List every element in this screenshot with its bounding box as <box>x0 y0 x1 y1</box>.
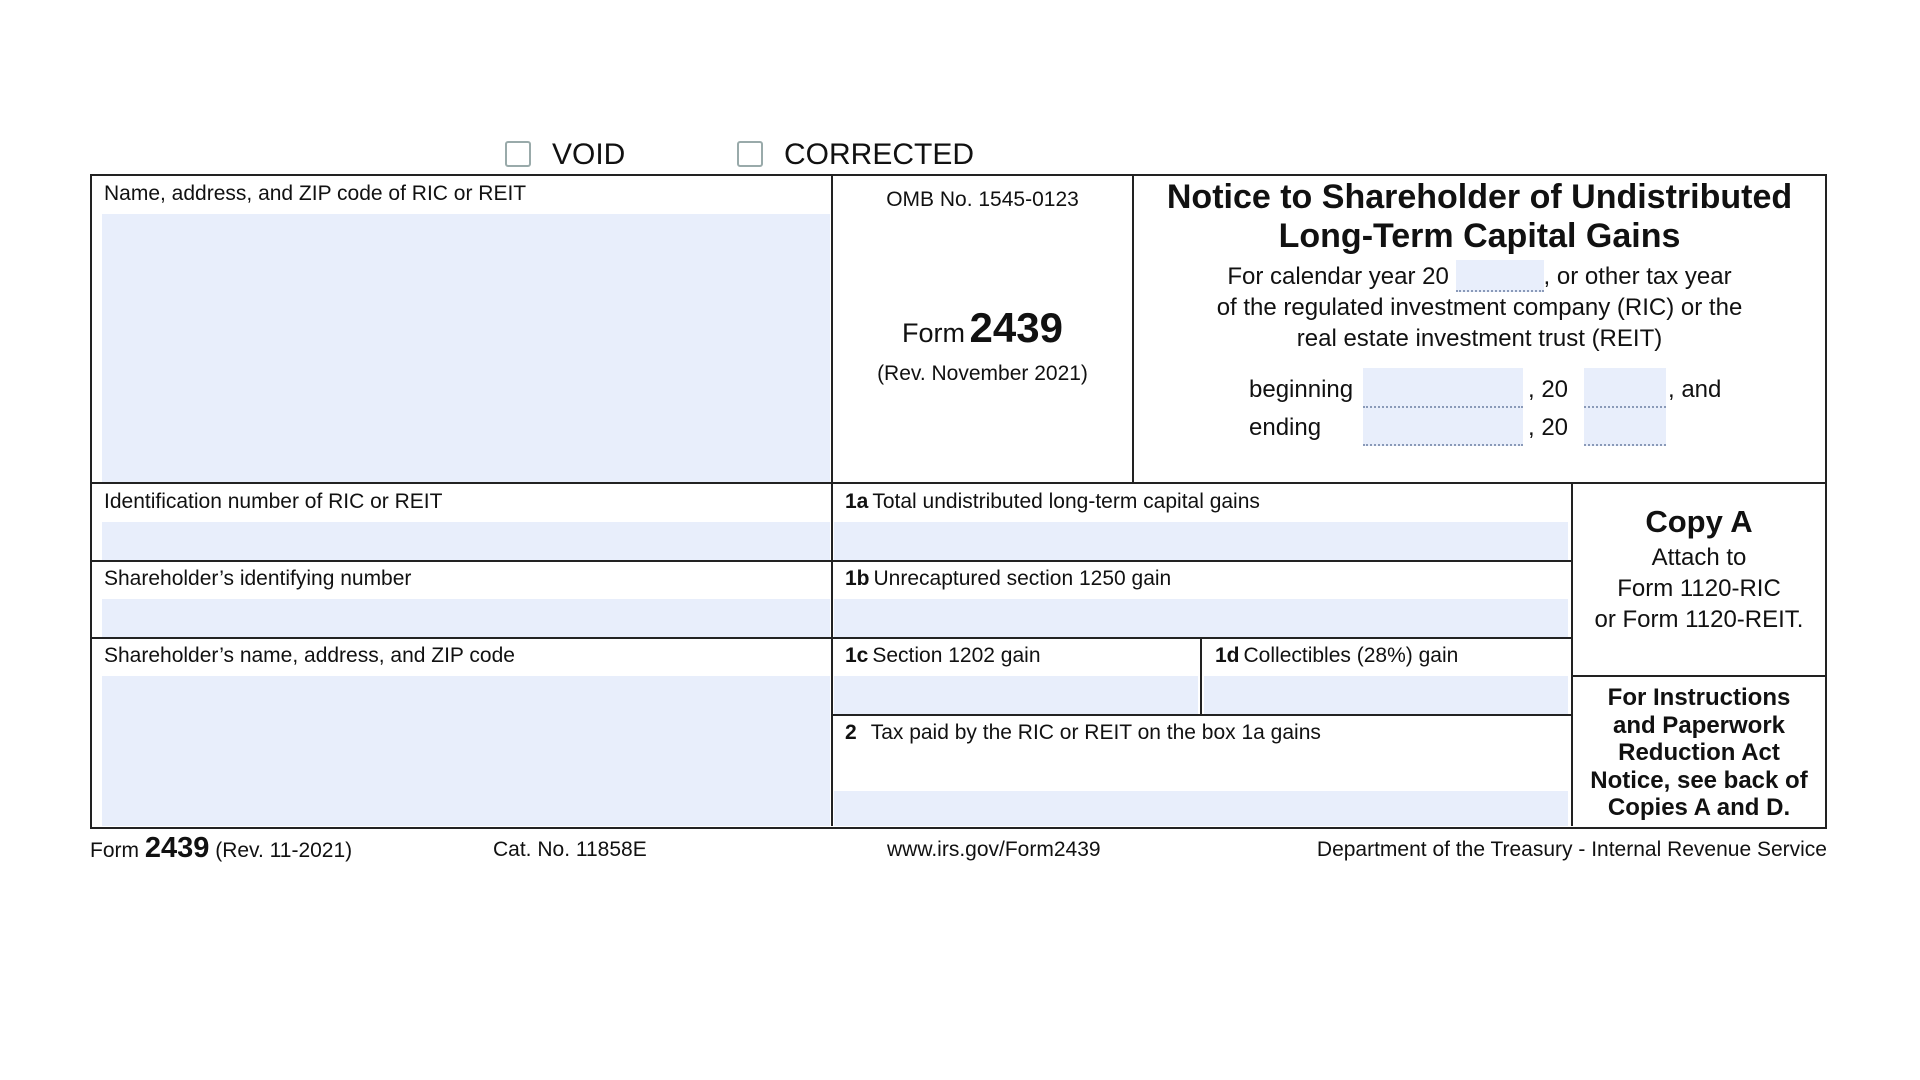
divider <box>92 560 1573 562</box>
text: For calendar year 20 <box>1227 263 1449 290</box>
payer-id-field[interactable] <box>102 522 830 560</box>
title-line: Notice to Shareholder of Undistributed <box>1166 178 1793 216</box>
box-2-label: 2 Tax paid by the RIC or REIT on the box … <box>845 721 1321 745</box>
divider <box>833 714 1573 716</box>
ending-label: ending <box>1249 414 1322 441</box>
text: Notice, see back of <box>1590 766 1808 794</box>
irs-url[interactable]: www.irs.gov/Form2439 <box>887 838 1101 861</box>
beginning-date-field[interactable] <box>1363 368 1523 408</box>
copy-title: Copy A <box>1645 504 1753 539</box>
footer-form-id: Form 2439 (Rev. 11-2021) <box>90 832 352 865</box>
text: (Rev. 11-2021) <box>215 839 353 862</box>
form-number: 2439 <box>969 304 1063 351</box>
box-number: 1c <box>845 644 869 667</box>
divider <box>1571 484 1573 826</box>
divider <box>1132 176 1134 484</box>
calendar-year-field[interactable] <box>1455 260 1544 292</box>
beginning-year-field[interactable] <box>1584 368 1666 408</box>
box-number: 1b <box>845 567 870 590</box>
box-1a-label: 1a Total undistributed long-term capital … <box>845 490 1260 514</box>
department: Department of the Treasury - Internal Re… <box>1316 838 1827 861</box>
ending-year-field[interactable] <box>1584 408 1666 446</box>
text: of the regulated investment company (RIC… <box>1216 294 1743 321</box>
shareholder-name-field[interactable] <box>102 676 830 826</box>
text: Copies A and D. <box>1607 794 1791 821</box>
copy-a-block: Copy A Attach to Form 1120-RIC or Form 1… <box>1573 502 1825 635</box>
text: , 20 <box>1528 376 1569 403</box>
text: , or other tax year <box>1543 263 1732 290</box>
payer-field[interactable] <box>102 214 830 482</box>
divider <box>831 176 833 826</box>
text: Attach to <box>1651 544 1747 571</box>
box-text: Collectibles (28%) gain <box>1243 644 1459 667</box>
corrected-checkbox[interactable] <box>737 141 763 167</box>
text: , and <box>1668 376 1722 403</box>
tax-year-text: For calendar year 20 , or other tax year… <box>1134 260 1825 354</box>
form-number: 2439 <box>144 832 210 864</box>
box-1b-field[interactable] <box>834 599 1568 637</box>
catalog-number: Cat. No. 11858E <box>493 838 647 861</box>
text: Form <box>90 839 139 862</box>
text: For Instructions <box>1607 684 1791 711</box>
divider <box>1200 639 1202 716</box>
box-text: Tax paid by the RIC or REIT on the box 1… <box>870 721 1321 744</box>
text: Reduction Act <box>1618 739 1780 766</box>
form-title: Notice to Shareholder of Undistributed L… <box>1134 178 1825 256</box>
box-number: 2 <box>845 721 857 744</box>
box-number: 1a <box>845 490 869 513</box>
payer-id-label: Identification number of RIC or REIT <box>104 490 443 513</box>
box-1d-field[interactable] <box>1204 676 1568 714</box>
shareholder-id-label: Shareholder’s identifying number <box>104 567 412 590</box>
divider <box>92 482 1825 484</box>
text: or Form 1120-REIT. <box>1594 606 1804 633</box>
box-1c-field[interactable] <box>834 676 1198 714</box>
corrected-label: CORRECTED <box>784 138 975 171</box>
divider <box>92 637 1573 639</box>
box-1c-label: 1c Section 1202 gain <box>845 644 1041 668</box>
ending-date-field[interactable] <box>1363 408 1523 446</box>
text: and Paperwork <box>1612 711 1786 739</box>
calendar-year-line: For calendar year 20 , or other tax year <box>1134 260 1825 292</box>
box-1b-label: 1b Unrecaptured section 1250 gain <box>845 567 1171 591</box>
divider <box>1571 675 1825 677</box>
revision: (Rev. November 2021) <box>877 362 1088 385</box>
form-word: Form <box>902 318 966 348</box>
box-1a-field[interactable] <box>834 522 1568 560</box>
instructions-block: For Instructions and Paperwork Reduction… <box>1573 684 1825 822</box>
form-2439: Name, address, and ZIP code of RIC or RE… <box>90 174 1827 829</box>
title-line: Long-Term Capital Gains <box>1278 217 1681 255</box>
box-2-field[interactable] <box>834 791 1568 826</box>
box-text: Section 1202 gain <box>872 644 1041 667</box>
void-checkbox[interactable] <box>505 141 531 167</box>
void-label: VOID <box>552 138 626 171</box>
shareholder-name-label: Shareholder’s name, address, and ZIP cod… <box>104 644 515 667</box>
form-id: Form 2439 <box>833 304 1132 352</box>
text: Form 1120-RIC <box>1617 575 1781 602</box>
omb-number: OMB No. 1545-0123 <box>886 188 1079 211</box>
text: , 20 <box>1528 414 1569 441</box>
box-text: Total undistributed long-term capital ga… <box>872 490 1260 513</box>
box-number: 1d <box>1215 644 1240 667</box>
payer-label: Name, address, and ZIP code of RIC or RE… <box>104 182 527 205</box>
beginning-label: beginning <box>1249 376 1354 403</box>
text: real estate investment trust (REIT) <box>1296 325 1663 352</box>
box-text: Unrecaptured section 1250 gain <box>873 567 1172 590</box>
box-1d-label: 1d Collectibles (28%) gain <box>1215 644 1458 668</box>
shareholder-id-field[interactable] <box>102 599 830 637</box>
